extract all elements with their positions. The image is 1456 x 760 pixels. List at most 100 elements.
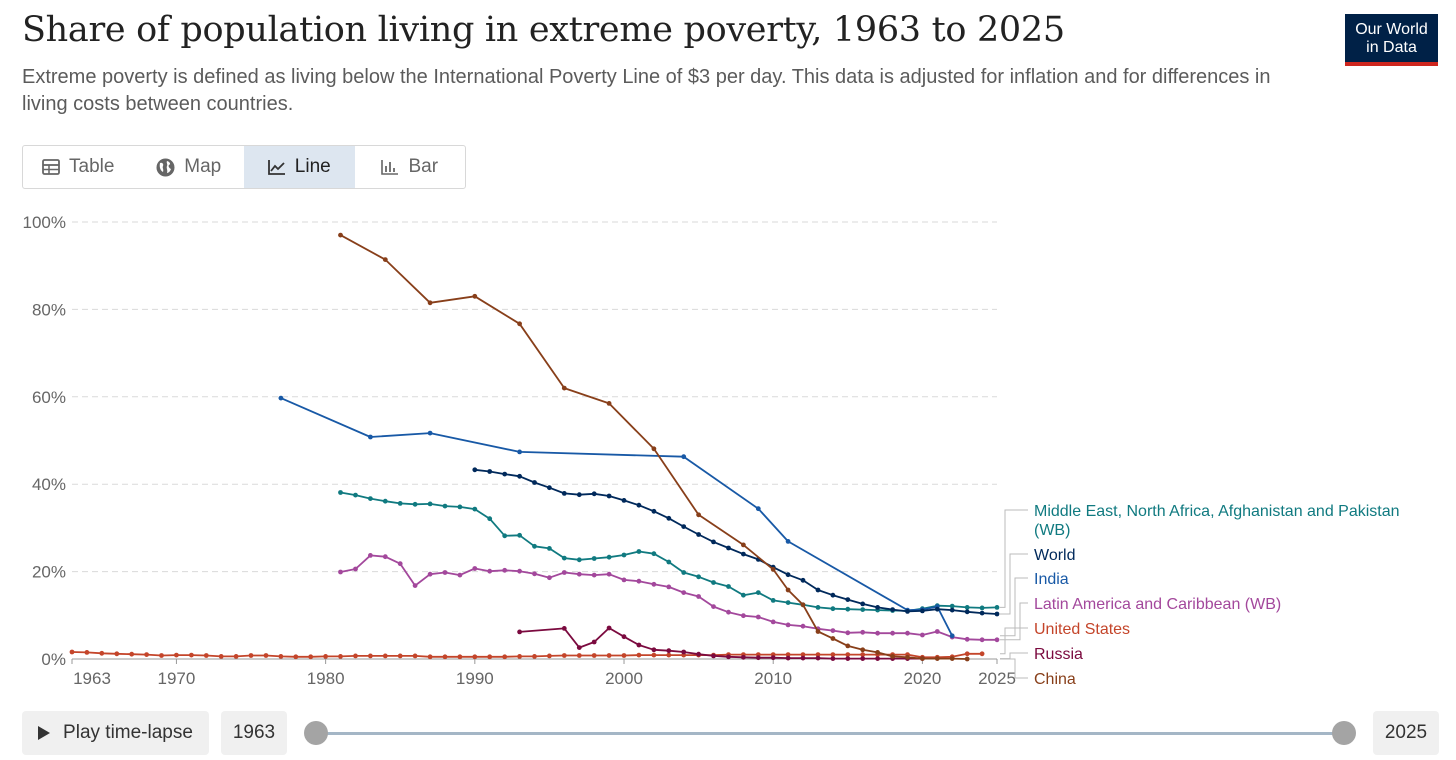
play-timelapse-button[interactable]: Play time-lapse xyxy=(22,711,209,755)
data-point xyxy=(427,300,433,306)
chart-title: Share of population living in extreme po… xyxy=(22,10,1065,50)
data-point xyxy=(561,570,567,575)
tab-map-label: Map xyxy=(184,156,222,177)
y-tick-label: 20% xyxy=(32,563,66,582)
data-point xyxy=(606,571,612,577)
data-point xyxy=(651,647,657,653)
data-point xyxy=(517,473,522,479)
data-point xyxy=(994,605,1000,610)
data-point xyxy=(517,654,522,659)
legend-label: Russia xyxy=(1034,646,1083,663)
tab-table[interactable]: Table xyxy=(23,146,134,188)
data-point xyxy=(815,587,821,593)
data-point xyxy=(636,549,642,554)
data-point xyxy=(427,571,433,577)
data-point xyxy=(338,569,343,575)
data-point xyxy=(964,656,970,662)
timeline-start-year[interactable]: 1963 xyxy=(221,711,287,755)
play-timelapse-label: Play time-lapse xyxy=(63,722,193,743)
data-point xyxy=(800,623,806,629)
data-point xyxy=(949,656,955,661)
series-line xyxy=(340,491,998,612)
data-point xyxy=(144,652,150,657)
bar-chart-icon xyxy=(381,159,399,175)
data-point xyxy=(681,570,687,575)
data-point xyxy=(487,654,493,660)
data-point xyxy=(666,559,672,565)
data-point xyxy=(233,654,239,659)
data-point xyxy=(472,467,478,473)
view-tabs: Table Map Line Bar xyxy=(22,145,466,189)
data-point xyxy=(561,626,567,631)
data-point xyxy=(487,568,493,574)
timeline-end-year[interactable]: 2025 xyxy=(1373,711,1439,755)
data-point xyxy=(69,649,75,655)
data-point xyxy=(979,610,985,616)
data-point xyxy=(606,401,612,406)
data-point xyxy=(651,652,657,658)
data-point xyxy=(278,395,284,401)
timeline-end-handle[interactable] xyxy=(1332,721,1356,745)
data-point xyxy=(785,622,791,628)
tab-line-label: Line xyxy=(294,156,331,177)
data-point xyxy=(770,567,776,572)
y-tick-label: 40% xyxy=(32,475,66,494)
timeline-start-handle[interactable] xyxy=(304,721,328,745)
owid-logo[interactable]: Our World in Data xyxy=(1345,14,1438,66)
data-point xyxy=(726,545,731,551)
y-tick-label: 100% xyxy=(23,213,66,232)
data-point xyxy=(338,490,343,495)
data-point xyxy=(591,572,597,578)
data-point xyxy=(308,654,314,660)
timeline-track[interactable] xyxy=(316,732,1344,735)
data-point xyxy=(875,605,880,610)
data-point xyxy=(875,650,880,655)
series-line xyxy=(71,651,983,659)
table-icon xyxy=(42,159,60,175)
data-point xyxy=(99,650,105,656)
data-point xyxy=(711,653,716,659)
data-point xyxy=(338,654,343,659)
data-point xyxy=(368,434,373,440)
data-point xyxy=(621,653,627,658)
data-point xyxy=(532,654,537,659)
data-point xyxy=(442,570,448,575)
tab-bar-label: Bar xyxy=(408,156,439,177)
legend-connector xyxy=(1000,577,1028,637)
legend-label: China xyxy=(1034,671,1076,688)
data-point xyxy=(547,575,552,581)
data-point xyxy=(189,652,194,658)
data-point xyxy=(979,637,985,643)
data-point xyxy=(621,634,627,640)
data-point xyxy=(905,609,910,614)
tab-line[interactable]: Line xyxy=(244,146,355,188)
data-point xyxy=(875,630,880,636)
data-point xyxy=(561,555,567,561)
y-tick-label: 0% xyxy=(41,650,66,669)
data-point xyxy=(174,652,179,658)
line-chart-icon xyxy=(267,159,286,175)
data-point xyxy=(621,552,627,558)
data-point xyxy=(248,653,254,658)
data-point xyxy=(755,506,761,512)
tab-bar[interactable]: Bar xyxy=(355,146,466,188)
data-point xyxy=(741,551,746,557)
data-point xyxy=(755,655,761,661)
data-point xyxy=(815,655,821,661)
data-point xyxy=(785,655,791,661)
data-point xyxy=(114,651,120,657)
tab-map[interactable]: Map xyxy=(134,146,245,188)
data-point xyxy=(860,607,866,612)
y-tick-label: 60% xyxy=(32,388,66,407)
x-tick-label: 2010 xyxy=(754,669,792,688)
data-point xyxy=(890,607,895,612)
data-point xyxy=(368,496,373,501)
data-point xyxy=(532,571,537,577)
data-point xyxy=(666,648,672,654)
data-point xyxy=(726,654,731,660)
data-point xyxy=(666,584,672,590)
data-point xyxy=(576,492,582,498)
data-point xyxy=(845,652,851,657)
data-point xyxy=(696,594,701,599)
data-point xyxy=(666,515,672,521)
